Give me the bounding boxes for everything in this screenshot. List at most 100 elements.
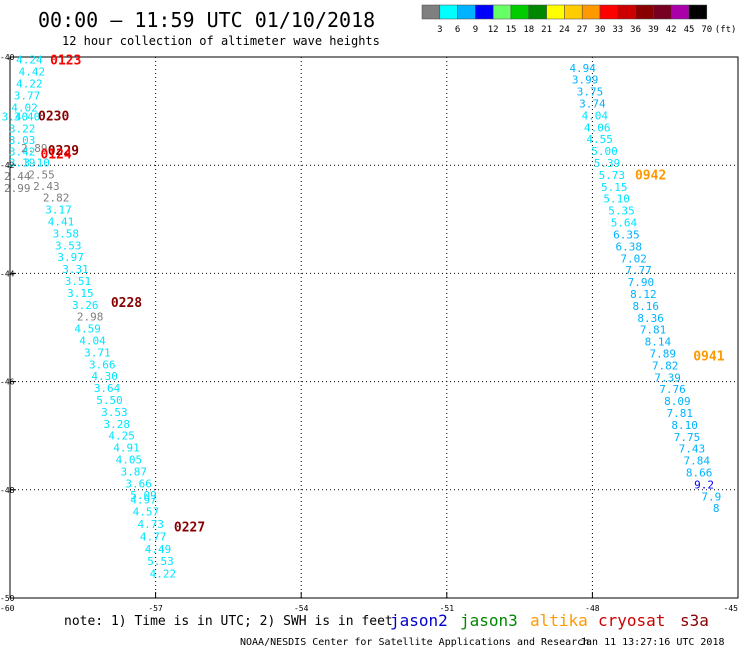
wave-height-value: 4.25 (108, 430, 135, 443)
wave-height-value: 4.57 (133, 505, 160, 518)
wave-height-value: 8.10 (671, 419, 698, 432)
wave-height-value: 4.59 (74, 323, 101, 336)
wave-height-value: 3.03 (9, 134, 36, 147)
color-scale-label: 45 (684, 25, 695, 35)
wave-height-value: 3.64 (94, 382, 121, 395)
wave-height-value: 4.91 (113, 442, 140, 455)
wave-height-value: 5.35 (608, 205, 635, 218)
wave-height-value: 4.42 (19, 66, 46, 79)
color-scale-label: 24 (559, 25, 570, 35)
chart-subtitle: 12 hour collection of altimeter wave hei… (62, 34, 380, 48)
y-tick-label: -50 (0, 594, 15, 603)
satellite-cryosat: cryosat (598, 611, 665, 630)
wave-height-value: 2.99 (4, 182, 31, 195)
color-scale-label: 3 (437, 25, 442, 35)
wave-height-value: 3.19 (9, 156, 36, 169)
pass-time-label: 0228 (111, 296, 142, 311)
wave-height-value: 7.82 (652, 359, 679, 372)
wave-height-value: 4.97 (130, 494, 157, 507)
color-scale-label: 70 (701, 25, 712, 35)
color-scale-swatch (457, 4, 476, 20)
wave-height-value: 3.71 (84, 346, 111, 359)
wave-height-value: 3.53 (101, 406, 128, 419)
color-scale-label: 27 (577, 25, 588, 35)
wave-height-value: 3.99 (572, 74, 599, 87)
color-scale-label: 39 (648, 25, 659, 35)
color-scale-swatch (635, 4, 654, 20)
wave-height-value: 5.15 (601, 181, 628, 194)
wave-height-value: 8.66 (686, 466, 713, 479)
color-scale-label: 9 (473, 25, 478, 35)
color-scale-swatch (439, 4, 458, 20)
wave-height-value: 4.77 (140, 530, 167, 543)
wave-height-value: 7.81 (640, 324, 667, 337)
wave-height-value: 4.41 (48, 215, 75, 228)
wave-height-value: 3.42 (9, 146, 36, 159)
color-scale-label: 12 (488, 25, 499, 35)
wave-height-value: 3.31 (62, 263, 89, 276)
x-tick-label: -48 (585, 604, 600, 613)
wave-height-value: 2.98 (77, 311, 104, 324)
wave-height-value: 2.44 (4, 170, 31, 183)
wave-height-value: 5.09 (130, 489, 157, 502)
wave-height-value: 3.66 (89, 358, 116, 371)
color-scale-legend: 3 6 9 12 15 18 21 24 27 30 33 36 39 42 45 70 (ft) (421, 4, 736, 35)
y-tick-label: -40 (0, 53, 15, 62)
wave-height-value: 3.10 (23, 156, 50, 169)
wave-height-value: 6.38 (616, 240, 643, 253)
y-tick-label: -44 (0, 269, 15, 278)
wave-height-value: 4.02 (11, 101, 38, 114)
color-scale-swatch (564, 4, 583, 20)
wave-height-value: 2.82 (43, 192, 70, 205)
wave-height-value: 7.43 (679, 443, 706, 456)
grid-lines (10, 57, 738, 598)
wave-height-value: 3.97 (57, 251, 84, 264)
wave-height-value: 4.04 (582, 109, 609, 122)
wave-height-value: 4.05 (116, 454, 143, 467)
wave-height-value: 3.87 (121, 465, 148, 478)
wave-height-value: 7.89 (650, 347, 677, 360)
y-tick-label: -46 (0, 378, 15, 387)
wave-height-value: 5.00 (591, 145, 618, 158)
wave-height-value: 4.55 (586, 133, 613, 146)
wave-height-value: 3.17 (45, 204, 72, 217)
x-tick-label: -54 (294, 604, 309, 613)
pass-time-label: 0124 (40, 147, 71, 162)
wave-height-value: 7.02 (620, 252, 647, 265)
x-tick-label: -57 (148, 604, 163, 613)
y-axis-ticks: -40 -42 -44 -46 -48 -50 (0, 53, 16, 603)
wave-height-value: 7.90 (628, 276, 655, 289)
wave-height-value: 5.39 (594, 157, 621, 170)
footer-note: note: 1) Time is in UTC; 2) SWH is in fe… (64, 614, 393, 629)
wave-height-value: 5.53 (147, 555, 174, 568)
track-2: 4.943.993.753.744.044.064.555.005.395.73… (569, 62, 721, 515)
wave-height-value: 3.26 (72, 299, 99, 312)
satellite-jason3: jason3 (460, 611, 518, 630)
color-scale-label: 6 (455, 25, 460, 35)
color-scale-swatch (528, 4, 547, 20)
wave-height-value: 3.77 (14, 89, 41, 102)
wave-height-value: 9.2 (694, 478, 714, 491)
wave-height-value: 2.55 (28, 168, 55, 181)
track-1: 4.244.424.223.774.023.403.403.223.033.42… (2, 54, 177, 581)
pass-time-label: 0941 (693, 350, 724, 365)
color-scale-swatch (546, 4, 565, 20)
wave-height-value: 2.43 (33, 180, 60, 193)
wave-height-value: 3.15 (67, 287, 94, 300)
wave-height-value: 4.94 (569, 62, 596, 75)
wave-height-value: 4.30 (91, 370, 118, 383)
wave-height-value: 7.81 (667, 407, 694, 420)
wave-height-value: 6.35 (613, 228, 640, 241)
color-scale-label: 21 (541, 25, 552, 35)
color-scale-label: 18 (523, 25, 534, 35)
wave-height-value: 3.40 (14, 111, 41, 124)
wave-height-value: 7.76 (659, 383, 686, 396)
wave-height-value: 5.73 (599, 169, 626, 182)
wave-height-value: 4.73 (137, 518, 164, 531)
data-points: 4.244.424.223.774.023.403.403.223.033.42… (2, 54, 722, 581)
pass-time-label: 0227 (174, 521, 205, 536)
wave-height-value: 8.36 (637, 312, 664, 325)
